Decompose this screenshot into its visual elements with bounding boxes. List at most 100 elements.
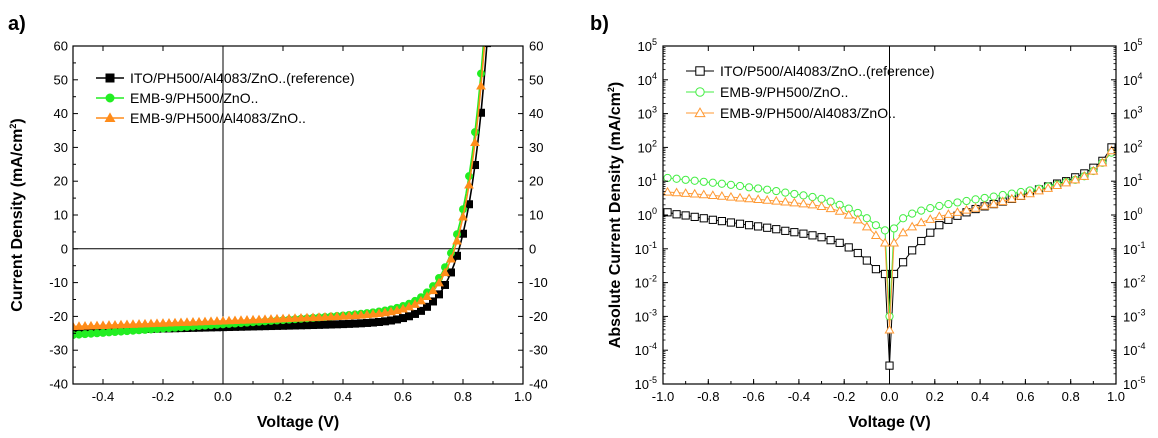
panel-b-point-2-9 bbox=[744, 193, 755, 203]
panel-b-point-1-2 bbox=[681, 175, 690, 184]
panel-b-point-0-31 bbox=[935, 221, 944, 230]
panel-b-point-2-7 bbox=[725, 191, 736, 201]
panel-b-point-1-28 bbox=[908, 209, 917, 218]
panel-b-ytick-base-right-2: 10 bbox=[1123, 309, 1137, 324]
panel-b-ytick-exp-left-8: 3 bbox=[652, 105, 657, 115]
panel-b-legend-label-1: EMB-9/PH500/ZnO.. bbox=[720, 84, 848, 100]
panel-a-point-2-98 bbox=[362, 309, 372, 319]
panel-a-point-2-86 bbox=[326, 311, 336, 321]
panel-b-point-0-14 bbox=[790, 228, 799, 237]
panel-a-point-2-60 bbox=[248, 314, 258, 324]
panel-b-ytick-label-right-10: 105 bbox=[1123, 37, 1142, 54]
panel-b-point-2-10 bbox=[753, 194, 764, 203]
panel-b-point-0-17 bbox=[817, 233, 826, 242]
panel-b-point-1-27 bbox=[898, 214, 908, 223]
panel-b-ytick-label-left-6: 101 bbox=[638, 172, 657, 189]
panel-b-point-0-4 bbox=[699, 214, 708, 223]
panel-b-point-0-23 bbox=[871, 265, 881, 274]
panel-b-ytick-base-left-10: 10 bbox=[638, 39, 652, 54]
panel-b-ytick-base-left-1: 10 bbox=[635, 343, 649, 358]
panel-a-point-2-80 bbox=[308, 312, 318, 322]
panel-a-xtick-label-2: 0.0 bbox=[214, 389, 232, 404]
panel-b-legend-marker-2 bbox=[694, 107, 706, 118]
panel-a-point-2-10 bbox=[98, 320, 108, 329]
panel-a-point-2-2 bbox=[74, 321, 84, 330]
panel-b-ytick-base-right-8: 10 bbox=[1123, 107, 1137, 122]
panel-a-legend-label-0: ITO/PH500/Al4083/ZnO..(reference) bbox=[130, 70, 355, 86]
panel-a: a) -40 -40 -30 -30 -20 -20 -10 -10 0 0 10 10 20 20 30 3… bbox=[8, 7, 548, 431]
panel-a-point-2-68 bbox=[272, 313, 282, 323]
panel-a-legend-marker-2 bbox=[104, 112, 116, 122]
panel-b-point-0-12 bbox=[772, 225, 781, 234]
panel-b-point-0-19 bbox=[835, 238, 844, 247]
panel-a-point-0-122 bbox=[435, 290, 443, 299]
panel-a-point-2-138 bbox=[483, 7, 491, 14]
panel-b-ytick-label-left-7: 102 bbox=[638, 138, 657, 155]
panel-b-point-2-22 bbox=[861, 221, 872, 231]
panel-b-ytick-label-left-3: 10-2 bbox=[635, 274, 657, 291]
panel-a-point-2-78 bbox=[302, 312, 312, 322]
panel-b-point-2-27 bbox=[898, 227, 909, 237]
panel-a-point-2-64 bbox=[260, 314, 270, 323]
panel-b-point-1-10 bbox=[754, 184, 763, 193]
panel-b-point-0-25 bbox=[885, 361, 894, 370]
panel-b-point-2-8 bbox=[735, 192, 746, 202]
panel-a-ytick-label-right-2: -20 bbox=[529, 309, 548, 324]
panel-b-point-1-6 bbox=[717, 179, 726, 188]
panel-b-xtick-label-8: 0.6 bbox=[1016, 389, 1034, 404]
panel-a-point-1-134 bbox=[471, 128, 479, 137]
panel-a-point-2-94 bbox=[350, 310, 360, 320]
panel-a-point-2-46 bbox=[206, 316, 216, 325]
panel-a-ytick-label-right-8: 40 bbox=[529, 106, 543, 121]
panel-b-ytick-label-left-5: 100 bbox=[638, 206, 657, 223]
panel-b-point-2-16 bbox=[807, 199, 818, 209]
panel-b-point-2-40 bbox=[1015, 191, 1026, 200]
panel-b-point-0-6 bbox=[717, 216, 726, 226]
panel-a-legend-label-1: EMB-9/PH500/ZnO.. bbox=[130, 90, 258, 106]
panel-b-point-2-12 bbox=[771, 195, 782, 205]
panel-b-point-1-29 bbox=[917, 206, 926, 215]
panel-a-point-2-24 bbox=[140, 318, 150, 328]
panel-b-ytick-exp-right-7: 2 bbox=[1137, 138, 1142, 148]
panel-a-point-2-82 bbox=[314, 312, 324, 321]
panel-a-ytick-label-left-3: -10 bbox=[49, 275, 68, 290]
panel-a-xtick-label-1: -0.2 bbox=[152, 389, 174, 404]
panel-b-ytick-base-right-10: 10 bbox=[1123, 39, 1137, 54]
panel-b-point-0-15 bbox=[799, 229, 808, 238]
panel-b-point-2-25 bbox=[884, 324, 895, 334]
panel-a-ytick-label-right-4: 0 bbox=[529, 241, 536, 256]
panel-b-legend-label-2: EMB-9/PH500/Al4083/ZnO.. bbox=[720, 105, 896, 121]
panel-b-point-0-5 bbox=[708, 215, 717, 224]
panel-b-point-1-8 bbox=[735, 181, 745, 191]
panel-a-point-2-48 bbox=[212, 316, 222, 325]
panel-a-point-2-44 bbox=[200, 316, 210, 326]
panel-b-y-axis-title: Absolute Current Density (mA/cm2) bbox=[606, 82, 624, 348]
panel-b-ytick-base-left-7: 10 bbox=[638, 140, 652, 155]
panel-b: b) 10-5 10-510-4 10-410-3 10-310-2 10-210-1 1… bbox=[590, 13, 1145, 431]
panel-a-ytick-label-left-5: 10 bbox=[54, 208, 68, 223]
panel-b-point-1-25 bbox=[885, 312, 894, 321]
panel-b-ytick-exp-right-1: -4 bbox=[1137, 341, 1145, 351]
panel-b-point-2-33 bbox=[952, 207, 963, 216]
panel-a-xtick-label-5: 0.6 bbox=[394, 389, 412, 404]
panel-b-point-2-45 bbox=[1061, 177, 1072, 187]
panel-b-point-2-36 bbox=[979, 200, 990, 210]
panel-a-point-2-20 bbox=[128, 319, 138, 328]
panel-b-point-2-11 bbox=[762, 195, 773, 204]
panel-b-point-2-31 bbox=[934, 211, 945, 221]
panel-a-point-2-132 bbox=[464, 179, 474, 189]
panel-b-point-2-47 bbox=[1079, 171, 1090, 180]
panel-b-point-2-44 bbox=[1052, 180, 1063, 190]
panel-a-point-2-22 bbox=[134, 319, 144, 328]
panel-b-point-0-7 bbox=[726, 218, 736, 227]
panel-b-legend-marker-1 bbox=[695, 87, 705, 97]
panel-b-ytick-label-right-1: 10-4 bbox=[1123, 341, 1145, 358]
panel-b-point-0-20 bbox=[844, 243, 853, 252]
panel-b-ytick-exp-left-5: 0 bbox=[652, 206, 657, 216]
panel-a-point-2-126 bbox=[446, 253, 456, 263]
panel-a-point-2-52 bbox=[224, 315, 234, 325]
panel-a-xtick-label-4: 0.4 bbox=[334, 389, 352, 404]
panel-b-xtick-label-2: -0.6 bbox=[742, 389, 764, 404]
panel-b-xtick-label-9: 0.8 bbox=[1062, 389, 1080, 404]
panel-b-ytick-base-right-7: 10 bbox=[1123, 140, 1137, 155]
